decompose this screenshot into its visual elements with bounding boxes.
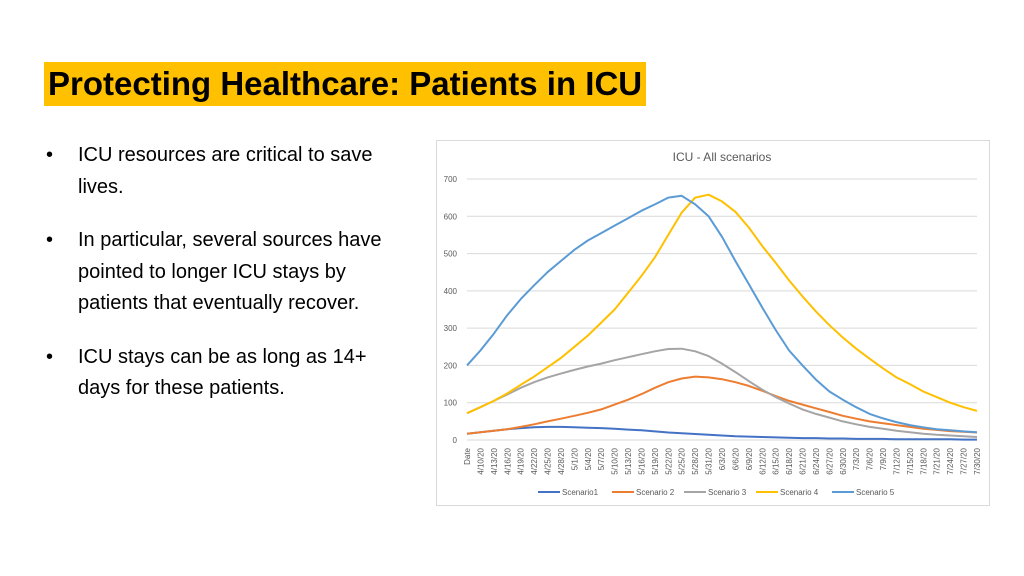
y-tick-label: 500 bbox=[444, 250, 458, 259]
x-tick-label: 4/25/20 bbox=[544, 447, 553, 474]
legend-label: Scenario 3 bbox=[708, 488, 747, 497]
x-tick-label: 6/15/20 bbox=[772, 447, 781, 474]
series-line bbox=[466, 347, 978, 438]
x-tick-label: 6/21/20 bbox=[799, 447, 808, 474]
bullet-text: ICU stays can be as long as 14+ days for… bbox=[78, 345, 367, 400]
bullet-item: • ICU stays can be as long as 14+ days f… bbox=[44, 342, 404, 405]
x-tick-label: 5/28/20 bbox=[691, 447, 700, 474]
x-tick-label: 6/12/20 bbox=[758, 447, 767, 474]
bullet-symbol: • bbox=[46, 144, 54, 166]
bullet-text: In particular, several sources have poin… bbox=[78, 229, 382, 314]
title-highlight: Protecting Healthcare: Patients in ICU bbox=[44, 62, 647, 106]
x-tick-label: 4/16/20 bbox=[503, 447, 512, 474]
legend-label: Scenario 2 bbox=[636, 488, 675, 497]
chart-title: ICU - All scenarios bbox=[673, 150, 772, 164]
series-line bbox=[466, 193, 978, 415]
x-tick-label: 7/12/20 bbox=[892, 447, 901, 474]
x-tick-label: 7/6/20 bbox=[866, 447, 875, 470]
y-tick-label: 200 bbox=[444, 361, 458, 370]
x-tick-label: 5/10/20 bbox=[611, 447, 620, 474]
x-tick-label: 5/4/20 bbox=[584, 447, 593, 470]
legend-label: Scenario1 bbox=[562, 488, 599, 497]
x-tick-label: 7/30/20 bbox=[973, 447, 982, 474]
x-tick-label: 5/25/20 bbox=[678, 447, 687, 474]
x-tick-label: 6/18/20 bbox=[785, 447, 794, 474]
x-tick-label: 7/9/20 bbox=[879, 447, 888, 470]
x-tick-label: 6/30/20 bbox=[839, 447, 848, 474]
bullet-item: • In particular, several sources have po… bbox=[44, 225, 404, 320]
x-tick-label: 6/3/20 bbox=[718, 447, 727, 470]
y-tick-label: 0 bbox=[453, 436, 458, 445]
x-tick-label: 7/24/20 bbox=[946, 447, 955, 474]
x-tick-label: 5/16/20 bbox=[637, 447, 646, 474]
y-tick-label: 600 bbox=[444, 212, 458, 221]
x-tick-label: 4/22/20 bbox=[530, 447, 539, 474]
slide-title: Protecting Healthcare: Patients in ICU bbox=[48, 65, 643, 102]
series-line bbox=[466, 375, 978, 435]
y-tick-label: 100 bbox=[444, 399, 458, 408]
x-tick-label: Date bbox=[463, 447, 472, 464]
x-tick-label: 4/28/20 bbox=[557, 447, 566, 474]
x-tick-label: 4/13/20 bbox=[490, 447, 499, 474]
legend-label: Scenario 4 bbox=[780, 488, 819, 497]
bullet-list: • ICU resources are critical to save liv… bbox=[44, 140, 404, 427]
bullet-symbol: • bbox=[46, 345, 54, 368]
x-tick-label: 6/6/20 bbox=[731, 447, 740, 470]
bullet-item: • ICU resources are critical to save liv… bbox=[44, 140, 404, 203]
x-tick-label: 6/24/20 bbox=[812, 447, 821, 474]
legend-label: Scenario 5 bbox=[856, 488, 895, 497]
x-tick-label: 5/19/20 bbox=[651, 447, 660, 474]
x-tick-label: 5/22/20 bbox=[664, 447, 673, 474]
chart-canvas: ICU - All scenarios 0 100 200 300 400 500 600 70… bbox=[444, 150, 982, 497]
y-tick-label: 700 bbox=[444, 175, 458, 184]
x-tick-label: 5/13/20 bbox=[624, 447, 633, 474]
x-tick-label: 7/18/20 bbox=[919, 447, 928, 474]
y-tick-label: 300 bbox=[444, 324, 458, 333]
series-line bbox=[466, 425, 977, 441]
x-tick-label: 6/9/20 bbox=[745, 447, 754, 470]
x-tick-label: 4/10/20 bbox=[476, 447, 485, 474]
icu-chart: ICU - All scenarios 0 100 200 300 400 500 600 70… bbox=[436, 140, 990, 506]
x-tick-label: 5/1/20 bbox=[570, 447, 579, 470]
x-tick-label: 7/21/20 bbox=[933, 447, 942, 474]
bullet-text: ICU resources are critical to save lives… bbox=[78, 144, 373, 198]
x-tick-label: 5/7/20 bbox=[597, 447, 606, 470]
x-tick-label: 4/19/20 bbox=[517, 447, 526, 474]
x-tick-label: 7/15/20 bbox=[906, 447, 915, 474]
bullet-symbol: • bbox=[46, 229, 54, 251]
x-tick-label: 7/27/20 bbox=[960, 447, 969, 474]
y-tick-label: 400 bbox=[444, 287, 458, 296]
series-line bbox=[466, 194, 978, 434]
x-tick-label: 7/3/20 bbox=[852, 447, 861, 470]
x-tick-label: 6/27/20 bbox=[825, 447, 834, 474]
x-tick-label: 5/31/20 bbox=[705, 447, 714, 474]
